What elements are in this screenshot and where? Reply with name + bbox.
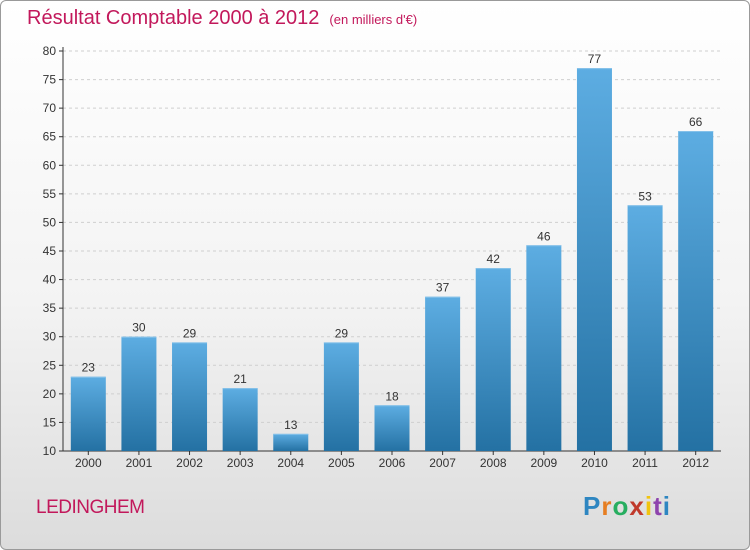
bar-value-label: 23 (82, 361, 96, 375)
y-tick-label: 55 (43, 187, 57, 201)
chart-subtitle: (en milliers d'€) (329, 12, 418, 27)
x-tick-label: 2009 (530, 456, 557, 470)
x-tick-label: 2004 (277, 456, 304, 470)
x-tick-label: 2000 (75, 456, 102, 470)
bar (121, 336, 157, 451)
x-tick-label: 2001 (126, 456, 153, 470)
bar-value-label: 13 (284, 418, 298, 432)
town-name: LEDINGHEM (36, 497, 145, 518)
logo-letter: o (612, 491, 630, 521)
bar (678, 131, 714, 451)
bar-value-label: 37 (436, 281, 450, 295)
chart-title-block: Résultat Comptable 2000 à 2012 (en millie… (27, 7, 417, 30)
bar (70, 376, 106, 451)
logo-letter: i (662, 491, 671, 521)
y-tick-label: 60 (43, 158, 57, 172)
y-tick-label: 20 (43, 387, 57, 401)
bar-value-label: 18 (385, 389, 399, 403)
y-tick-label: 35 (43, 301, 57, 315)
logo-letter: P (583, 491, 602, 521)
x-tick-label: 2011 (632, 456, 658, 470)
x-tick-label: 2007 (429, 456, 456, 470)
bar-value-label: 30 (132, 321, 146, 335)
bar-value-label: 46 (537, 229, 551, 243)
y-tick-label: 45 (43, 244, 57, 258)
bar (576, 68, 612, 452)
y-tick-label: 65 (43, 130, 57, 144)
proxiti-logo: Proxiti (583, 491, 671, 522)
bar (425, 296, 461, 451)
x-tick-label: 2006 (379, 456, 406, 470)
bar (222, 388, 258, 451)
y-tick-label: 30 (43, 330, 57, 344)
bar-value-label: 21 (233, 372, 247, 386)
bar-value-label: 29 (335, 326, 349, 340)
y-tick-label: 75 (43, 73, 57, 87)
x-tick-label: 2008 (480, 456, 507, 470)
chart-title: Résultat Comptable 2000 à 2012 (27, 7, 320, 29)
y-tick-label: 50 (43, 215, 57, 229)
y-tick-label: 15 (43, 415, 57, 429)
y-tick-label: 70 (43, 101, 57, 115)
y-tick-label: 25 (43, 358, 57, 372)
bar-value-label: 77 (588, 52, 602, 66)
y-tick-label: 80 (43, 44, 57, 58)
y-tick-label: 10 (43, 444, 57, 458)
bar (627, 205, 663, 451)
x-tick-label: 2002 (176, 456, 203, 470)
bar (323, 342, 359, 451)
bar (526, 245, 562, 451)
bar-value-label: 29 (183, 326, 197, 340)
x-tick-label: 2012 (682, 456, 709, 470)
bar-value-label: 66 (689, 115, 703, 129)
bar (172, 342, 208, 451)
x-tick-label: 2003 (227, 456, 254, 470)
bar (374, 405, 410, 451)
y-tick-label: 40 (43, 273, 57, 287)
bar (475, 268, 511, 451)
x-tick-label: 2010 (581, 456, 608, 470)
logo-letter: i (644, 491, 654, 521)
logo-letter: x (629, 491, 645, 521)
logo-letter: t (653, 491, 663, 521)
bar (273, 433, 309, 451)
x-tick-label: 2005 (328, 456, 355, 470)
bar-value-label: 53 (638, 189, 652, 203)
logo-letter: r (601, 491, 613, 521)
bar-value-label: 42 (487, 252, 501, 266)
